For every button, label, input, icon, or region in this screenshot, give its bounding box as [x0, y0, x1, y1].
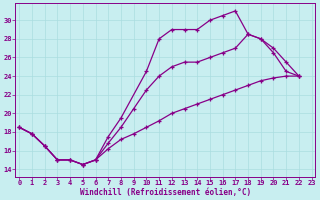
X-axis label: Windchill (Refroidissement éolien,°C): Windchill (Refroidissement éolien,°C) — [80, 188, 251, 197]
